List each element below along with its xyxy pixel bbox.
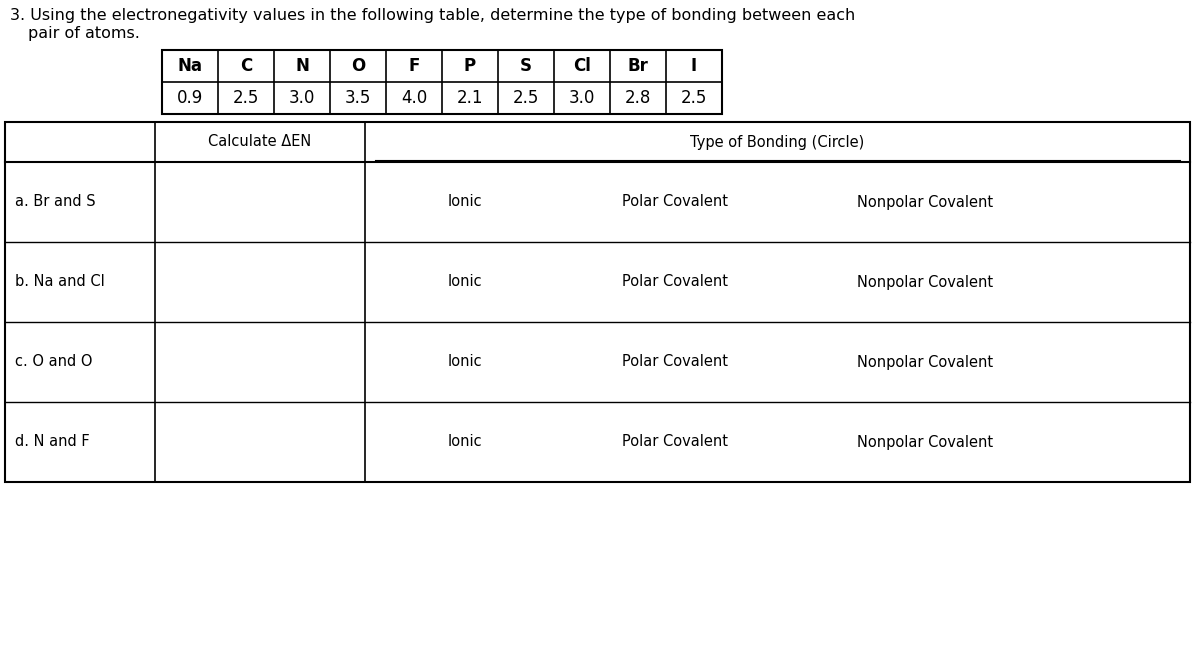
Text: O: O — [351, 57, 365, 75]
Text: Cl: Cl — [573, 57, 591, 75]
Text: c. O and O: c. O and O — [16, 354, 92, 369]
Bar — [5, 122, 1190, 482]
Text: Nonpolar Covalent: Nonpolar Covalent — [857, 434, 994, 450]
Text: F: F — [408, 57, 420, 75]
Text: Type of Bonding (Circle): Type of Bonding (Circle) — [691, 135, 864, 150]
Bar — [162, 50, 722, 114]
Text: Ionic: Ionic — [448, 434, 482, 450]
Text: Ionic: Ionic — [448, 194, 482, 209]
Text: Nonpolar Covalent: Nonpolar Covalent — [857, 274, 994, 289]
Text: pair of atoms.: pair of atoms. — [28, 26, 140, 41]
Text: 3.5: 3.5 — [345, 89, 371, 107]
Text: 3.0: 3.0 — [569, 89, 595, 107]
Text: I: I — [691, 57, 697, 75]
Text: 2.5: 2.5 — [681, 89, 707, 107]
Text: Polar Covalent: Polar Covalent — [622, 274, 728, 289]
Text: Polar Covalent: Polar Covalent — [622, 434, 728, 450]
Text: N: N — [296, 57, 309, 75]
Text: 2.5: 2.5 — [512, 89, 539, 107]
Text: P: P — [464, 57, 476, 75]
Text: 3.0: 3.0 — [288, 89, 315, 107]
Text: b. Na and Cl: b. Na and Cl — [16, 274, 105, 289]
Text: 3. Using the electronegativity values in the following table, determine the type: 3. Using the electronegativity values in… — [10, 8, 855, 23]
Text: Polar Covalent: Polar Covalent — [622, 354, 728, 369]
Text: 2.5: 2.5 — [232, 89, 260, 107]
Text: Na: Na — [177, 57, 202, 75]
Text: S: S — [519, 57, 531, 75]
Text: Ionic: Ionic — [448, 274, 482, 289]
Text: Nonpolar Covalent: Nonpolar Covalent — [857, 354, 994, 369]
Text: 2.1: 2.1 — [457, 89, 484, 107]
Text: Br: Br — [627, 57, 649, 75]
Text: Ionic: Ionic — [448, 354, 482, 369]
Text: 4.0: 4.0 — [401, 89, 427, 107]
Text: a. Br and S: a. Br and S — [16, 194, 96, 209]
Text: Nonpolar Covalent: Nonpolar Covalent — [857, 194, 994, 209]
Text: 2.8: 2.8 — [625, 89, 651, 107]
Text: d. N and F: d. N and F — [16, 434, 90, 450]
Text: Polar Covalent: Polar Covalent — [622, 194, 728, 209]
Text: Calculate ΔEN: Calculate ΔEN — [208, 135, 311, 150]
Text: 0.9: 0.9 — [177, 89, 203, 107]
Text: C: C — [239, 57, 253, 75]
